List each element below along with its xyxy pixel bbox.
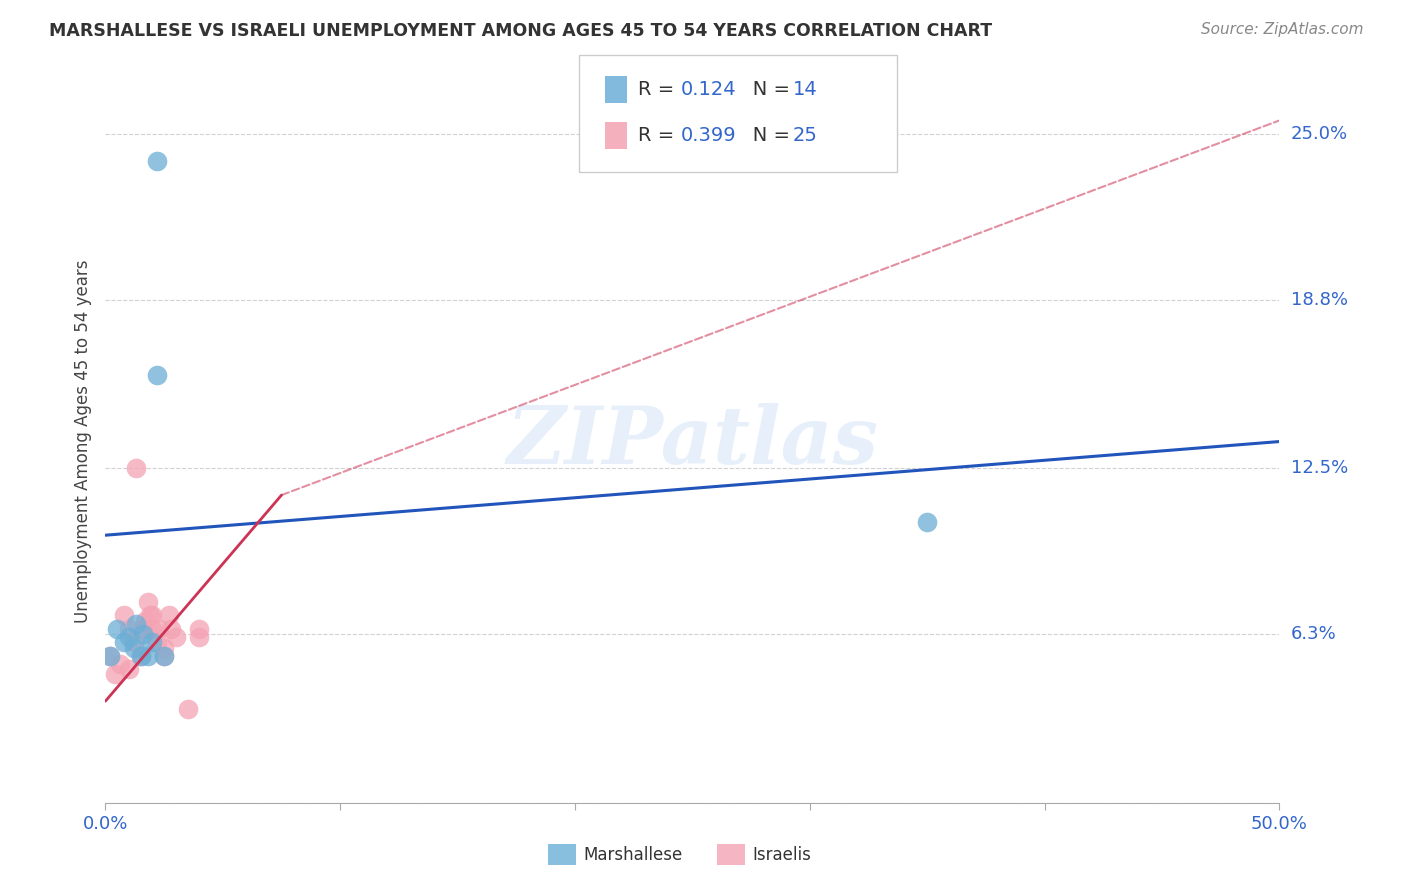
Point — [139, 608, 162, 623]
Point — [188, 622, 211, 636]
Point — [112, 635, 135, 649]
Text: 0.124: 0.124 — [681, 79, 737, 99]
Point — [153, 640, 176, 655]
Text: Israelis: Israelis — [752, 846, 811, 863]
Point — [118, 622, 141, 636]
Point — [188, 630, 211, 644]
Text: 18.8%: 18.8% — [1291, 291, 1347, 309]
Text: N =: N = — [734, 79, 796, 99]
Text: ZIPatlas: ZIPatlas — [506, 403, 879, 480]
Y-axis label: Unemployment Among Ages 45 to 54 years: Unemployment Among Ages 45 to 54 years — [73, 260, 91, 624]
Point — [141, 608, 163, 623]
Point — [146, 635, 169, 649]
Point — [122, 640, 145, 655]
Point — [129, 648, 152, 663]
Point — [148, 622, 170, 636]
Point — [141, 622, 163, 636]
Text: R =: R = — [638, 126, 681, 145]
Point — [146, 153, 169, 168]
Point — [136, 648, 159, 663]
Text: R =: R = — [638, 79, 681, 99]
Point — [157, 608, 180, 623]
Text: 14: 14 — [793, 79, 818, 99]
Point — [104, 667, 127, 681]
Text: 0.399: 0.399 — [681, 126, 737, 145]
Point — [134, 614, 156, 628]
Point — [132, 622, 155, 636]
Point — [141, 635, 163, 649]
Point — [136, 595, 159, 609]
Point — [98, 648, 121, 663]
Point — [176, 702, 198, 716]
Point — [122, 635, 145, 649]
Point — [146, 368, 169, 382]
Point — [153, 648, 176, 663]
Point — [98, 648, 121, 663]
Point — [917, 515, 939, 529]
Point — [132, 627, 155, 641]
Point — [165, 630, 187, 644]
Text: Marshallese: Marshallese — [583, 846, 683, 863]
Text: MARSHALLESE VS ISRAELI UNEMPLOYMENT AMONG AGES 45 TO 54 YEARS CORRELATION CHART: MARSHALLESE VS ISRAELI UNEMPLOYMENT AMON… — [49, 22, 993, 40]
Point — [125, 461, 148, 475]
Text: 12.5%: 12.5% — [1291, 459, 1348, 477]
Point — [160, 622, 183, 636]
Text: 25: 25 — [793, 126, 818, 145]
Point — [153, 648, 176, 663]
Text: N =: N = — [734, 126, 796, 145]
Point — [129, 648, 152, 663]
Point — [108, 657, 131, 671]
Point — [105, 622, 128, 636]
Point — [125, 616, 148, 631]
Text: 25.0%: 25.0% — [1291, 125, 1348, 143]
Text: Source: ZipAtlas.com: Source: ZipAtlas.com — [1201, 22, 1364, 37]
Point — [118, 630, 141, 644]
Point — [118, 662, 141, 676]
Point — [112, 608, 135, 623]
Text: 6.3%: 6.3% — [1291, 625, 1336, 643]
